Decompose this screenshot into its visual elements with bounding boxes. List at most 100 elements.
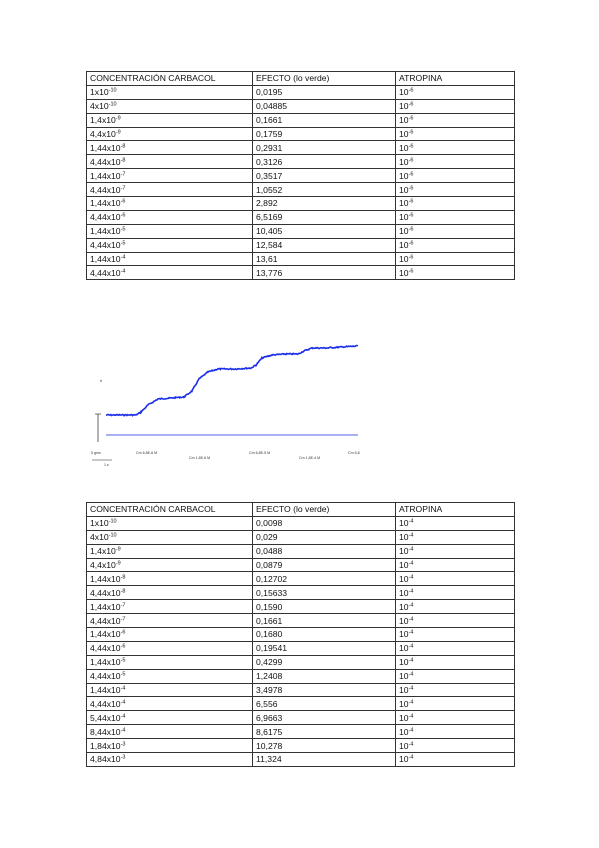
effect-cell: 0,1759	[252, 126, 396, 142]
atropine-cell: 10-4	[395, 571, 515, 587]
exponent: -10	[108, 87, 117, 94]
effect-cell: 13,776	[252, 265, 396, 281]
atropine-cell: 10-6	[395, 84, 515, 100]
value-text: 4,4x10	[90, 560, 116, 570]
concentration-cell: 4,44x10-8	[86, 154, 253, 170]
concentration-cell: 1,44x10-7	[86, 599, 253, 615]
atropine-cell: 10-6	[395, 98, 515, 114]
value-text: 6,9663	[256, 712, 283, 723]
dose-label: Cm 6,8E-5 M	[249, 451, 270, 455]
dose-label: Cm 1,6E-6 M	[189, 456, 210, 460]
exponent: -6	[120, 198, 126, 205]
value-text: 4,44x10	[90, 643, 121, 654]
header-effect: EFECTO (lo verde)	[252, 71, 396, 86]
exponent: -4	[408, 657, 414, 664]
concentration-cell: 8,44x10-4	[86, 724, 253, 740]
exponent: -4	[408, 741, 414, 748]
value-text: 0,1759	[256, 129, 283, 139]
exponent: -7	[120, 185, 126, 192]
concentration-cell: 1,4x10-9	[86, 543, 253, 559]
table-row: 4,44x10-4 6,556 10-4	[86, 696, 515, 712]
exponent: -10	[108, 101, 117, 108]
table-row: 4x10-10 0,04885 10-6	[86, 98, 515, 114]
effect-cell: 6,9663	[252, 710, 396, 726]
exponent: -7	[120, 171, 126, 178]
value-text: 0,0488	[256, 546, 283, 557]
effect-cell: 3,4978	[252, 682, 396, 698]
exponent: -4	[408, 699, 414, 706]
value-text: 1,44x10	[90, 198, 121, 209]
exponent: -4	[120, 713, 126, 720]
exponent: -4	[408, 643, 414, 650]
effect-cell: 0,3517	[252, 168, 396, 184]
value-text: 0,04885	[256, 101, 288, 112]
exponent: -9	[115, 115, 121, 122]
exponent: -4	[408, 629, 414, 636]
atropine-cell: 10-4	[395, 599, 515, 615]
effect-cell: 0,1680	[252, 627, 396, 642]
value-text: 10	[399, 170, 409, 181]
value-text: 0,029	[256, 532, 278, 543]
exponent: -9	[115, 129, 121, 136]
exponent: -8	[120, 143, 126, 150]
value-text: 5,44x10	[90, 712, 121, 723]
value-text: 0,1590	[256, 601, 283, 612]
value-text: 10	[399, 740, 409, 751]
atropine-cell: 10-6	[395, 154, 515, 170]
exponent: -4	[408, 588, 414, 595]
value-text: 1x10	[90, 87, 109, 98]
value-text: 4,44x10	[90, 267, 121, 278]
concentration-cell: 1x10-10	[86, 84, 253, 100]
value-text: 10	[399, 254, 409, 265]
exponent: -6	[408, 101, 414, 108]
concentration-cell: 4x10-10	[86, 98, 253, 114]
value-text: 0,3517	[256, 170, 283, 181]
atropine-cell: 10-4	[395, 529, 515, 545]
exponent: -6	[120, 212, 126, 219]
atropine-cell: 10-4	[395, 668, 515, 684]
value-text: 1,44x10	[90, 601, 121, 612]
concentration-cell: 1,84x10-3	[86, 738, 253, 754]
effect-cell: 0,4299	[252, 654, 396, 670]
concentration-cell: 1,44x10-6	[86, 627, 253, 642]
table-row: 1,44x10-5 0,4299 10-4	[86, 654, 515, 670]
table-row: 4,44x10-7 0,1661 10-4	[86, 613, 515, 629]
value-text: 10	[399, 643, 409, 654]
exponent: -10	[108, 532, 117, 539]
value-text: 10	[399, 657, 409, 668]
value-text: 10	[399, 267, 409, 278]
table-row: 4,44x10-8 0,15633 10-4	[86, 585, 515, 601]
value-text: 10,405	[256, 226, 283, 237]
value-text: 1,44x10	[90, 685, 121, 696]
concentration-cell: 4,44x10-8	[86, 585, 253, 601]
value-text: 11,324	[256, 754, 282, 765]
atropine-cell: 10-4	[395, 640, 515, 656]
value-text: 10,278	[256, 740, 283, 751]
atropine-cell: 10-4	[395, 724, 515, 740]
exponent: -10	[108, 518, 117, 525]
value-text: 0,0195	[256, 87, 283, 98]
atropine-cell: 10-6	[395, 237, 515, 253]
exponent: -6	[408, 226, 414, 233]
value-text: 4,44x10	[90, 240, 121, 251]
table-row: 4,44x10-6 0,19541 10-4	[86, 640, 515, 656]
value-text: 8,6175	[256, 726, 283, 737]
exponent: -4	[408, 671, 414, 678]
atropine-cell: 10-6	[395, 140, 515, 156]
value-text: 10	[399, 115, 409, 126]
exponent: -4	[120, 685, 126, 692]
value-text: 4,44x10	[90, 156, 121, 167]
atropine-cell: 10-6	[395, 196, 515, 211]
atropine-cell: 10-4	[395, 752, 515, 767]
effect-cell: 0,12702	[252, 571, 396, 587]
atropine-cell: 10-6	[395, 168, 515, 184]
table-row: 4,84x10-3 11,324 10-4	[86, 752, 515, 767]
table-row: 1,4x10-9 0,0488 10-4	[86, 543, 515, 559]
value-text: 6,5169	[256, 212, 283, 223]
atropine-cell: 10-4	[395, 585, 515, 601]
concentration-cell: 4,44x10-6	[86, 209, 253, 225]
exponent: -4	[120, 727, 126, 734]
atropine-cell: 10-6	[395, 223, 515, 239]
scale-x-label: 1 s	[104, 463, 109, 467]
exponent: -7	[120, 602, 126, 609]
